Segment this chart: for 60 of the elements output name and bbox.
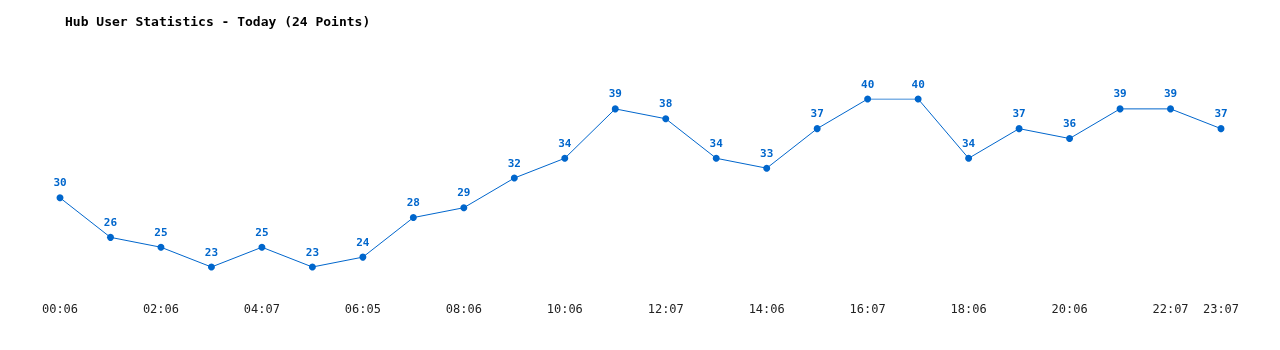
data-label: 34 bbox=[961, 136, 976, 150]
point bbox=[1015, 125, 1023, 133]
point bbox=[409, 214, 417, 222]
data-label: 39 bbox=[1113, 87, 1127, 101]
point bbox=[1167, 105, 1175, 113]
data-label: 37 bbox=[1012, 107, 1026, 121]
data-label: 29 bbox=[457, 186, 471, 200]
data-label: 40 bbox=[911, 77, 925, 91]
point bbox=[662, 115, 670, 123]
data-label: 40 bbox=[861, 77, 875, 91]
point bbox=[813, 125, 821, 133]
data-label: 38 bbox=[659, 97, 673, 111]
data-label: 23 bbox=[305, 245, 320, 259]
point bbox=[712, 154, 720, 162]
data-label: 25 bbox=[255, 225, 269, 239]
x-tick-label: 04:07 bbox=[243, 302, 280, 316]
x-tick-label: 08:06 bbox=[445, 302, 482, 316]
point bbox=[308, 263, 316, 271]
x-tick-label: 12:07 bbox=[647, 302, 684, 316]
data-label: 37 bbox=[1214, 107, 1228, 121]
x-tick-label: 22:07 bbox=[1152, 302, 1189, 316]
data-label: 34 bbox=[709, 136, 724, 150]
data-label: 34 bbox=[558, 136, 572, 150]
point bbox=[207, 263, 215, 271]
data-label: 30 bbox=[53, 176, 67, 190]
data-label: 36 bbox=[1062, 117, 1077, 131]
x-tick-label: 02:06 bbox=[142, 302, 180, 316]
x-tick-label: 16:07 bbox=[849, 302, 886, 316]
point bbox=[460, 204, 468, 212]
point bbox=[965, 154, 973, 162]
point bbox=[157, 243, 165, 251]
data-label: 24 bbox=[356, 235, 370, 249]
x-tick-label: 20:06 bbox=[1051, 302, 1088, 316]
point bbox=[763, 164, 771, 172]
point bbox=[1217, 125, 1225, 133]
data-label: 32 bbox=[507, 156, 521, 170]
point bbox=[510, 174, 518, 182]
x-tick-label: 06:05 bbox=[344, 302, 381, 316]
chart-title: Hub User Statistics - Today (24 Points) bbox=[65, 14, 371, 29]
data-label: 26 bbox=[103, 215, 118, 229]
x-tick-label: 10:06 bbox=[546, 302, 583, 316]
data-label: 25 bbox=[154, 225, 168, 239]
data-label: 28 bbox=[406, 196, 420, 210]
point bbox=[106, 233, 114, 241]
data-label: 39 bbox=[608, 87, 622, 101]
x-tick-label: 00:06 bbox=[41, 302, 79, 316]
point bbox=[56, 194, 64, 202]
point bbox=[359, 253, 367, 261]
point bbox=[864, 95, 872, 103]
point bbox=[561, 154, 569, 162]
point bbox=[1066, 135, 1074, 143]
data-label: 23 bbox=[204, 245, 219, 259]
point bbox=[611, 105, 619, 113]
data-label: 33 bbox=[760, 146, 774, 160]
x-tick-label: 23:07 bbox=[1202, 302, 1240, 316]
x-tick-label: 18:06 bbox=[950, 302, 987, 316]
data-label: 39 bbox=[1163, 87, 1178, 101]
data-label: 37 bbox=[810, 107, 824, 121]
x-tick-label: 14:06 bbox=[748, 302, 785, 316]
point bbox=[258, 243, 266, 251]
